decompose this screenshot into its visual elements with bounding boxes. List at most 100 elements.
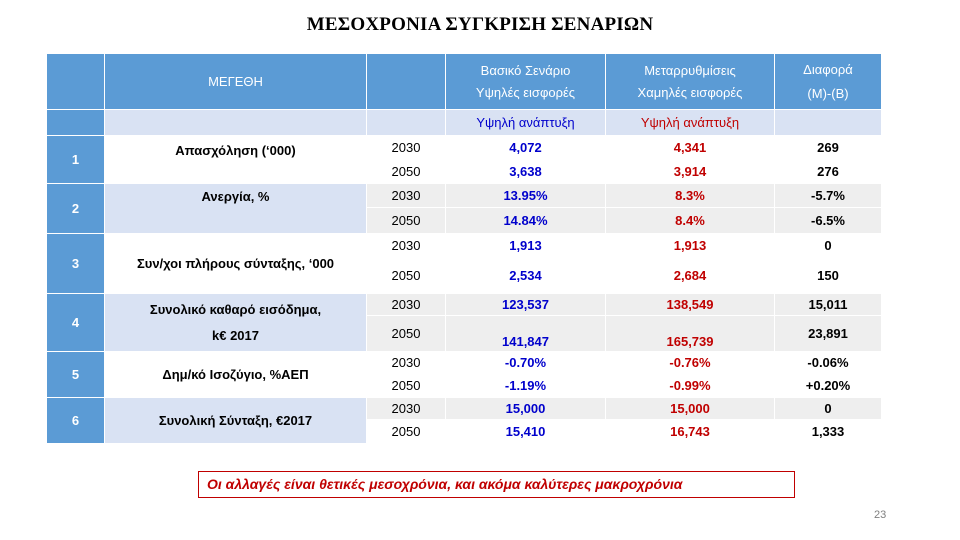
base-value: 123,537: [445, 293, 606, 316]
subheader-reform-growth: Υψηλή ανάπτυξη: [605, 109, 775, 136]
base-value: 2,534: [445, 257, 606, 294]
table-row: 2050 2,534 2,684 150: [47, 257, 882, 294]
difference-value: -6.5%: [774, 207, 882, 234]
header-diff-line1: Διαφορά: [803, 61, 853, 77]
year-cell: 2050: [366, 207, 446, 234]
header-quantities: ΜΕΓΕΘΗ: [104, 53, 367, 110]
row-index: 6: [46, 397, 105, 444]
row-label: Συνολικό καθαρό εισόδημα, k€ 2017: [104, 293, 367, 352]
reform-value: 3,914: [605, 159, 775, 184]
header-difference: Διαφορά (Μ)-(Β): [774, 53, 882, 110]
difference-value: 276: [774, 159, 882, 184]
base-value: 14.84%: [445, 207, 606, 234]
reform-value: 1,913: [605, 233, 775, 258]
subheader-empty: [104, 109, 367, 136]
base-value: 13.95%: [445, 183, 606, 208]
reform-value: 8.3%: [605, 183, 775, 208]
reform-value: 16,743: [605, 419, 775, 444]
difference-value: 23,891: [774, 315, 882, 352]
difference-value: -5.7%: [774, 183, 882, 208]
row-index: 2: [46, 183, 105, 234]
difference-value: 0: [774, 233, 882, 258]
comparison-table: ΜΕΓΕΘΗ Βασικό Σενάριο Υψηλές εισφορές Με…: [46, 53, 882, 444]
difference-value: 0: [774, 397, 882, 420]
header-row: ΜΕΓΕΘΗ Βασικό Σενάριο Υψηλές εισφορές Με…: [46, 53, 882, 110]
header-base-line2: Υψηλές εισφορές: [475, 84, 576, 100]
row-label-line2: k€ 2017: [212, 327, 259, 343]
difference-value: -0.06%: [774, 351, 882, 374]
subheader-base-growth: Υψηλή ανάπτυξη: [445, 109, 606, 136]
year-cell: 2030: [366, 293, 446, 316]
base-value: 3,638: [445, 159, 606, 184]
row-label-text: Συνολική Σύνταξη, €2017: [158, 412, 313, 428]
row-index: 5: [46, 351, 105, 398]
difference-value: 15,011: [774, 293, 882, 316]
base-value: 15,000: [445, 397, 606, 420]
row-label: Δημ/κό Ισοζύγιο, %ΑΕΠ: [104, 351, 367, 398]
base-value: 1,913: [445, 233, 606, 258]
year-cell: 2050: [366, 419, 446, 444]
year-cell: 2030: [366, 397, 446, 420]
row-label-text: Δημ/κό Ισοζύγιο, %ΑΕΠ: [162, 366, 309, 382]
year-cell: 2030: [366, 183, 446, 208]
header-base-line1: Βασικό Σενάριο: [480, 62, 571, 78]
year-cell: 2030: [366, 233, 446, 258]
subheader-row: Υψηλή ανάπτυξη Υψηλή ανάπτυξη: [46, 109, 882, 136]
row-label: Απασχόληση (‘000): [104, 135, 367, 184]
row-index: 1: [46, 135, 105, 184]
base-value: 141,847: [445, 315, 606, 352]
header-reform-line1: Μεταρρυθμίσεις: [644, 62, 736, 78]
conclusion-note: Οι αλλαγές είναι θετικές μεσοχρόνια, και…: [198, 471, 795, 498]
reform-value: 4,341: [605, 135, 775, 160]
row-label: Συν/χοι πλήρους σύνταξης, ‘000: [104, 233, 367, 294]
table-row: 2 Ανεργία, % 2030 13.95% 8.3% -5.7%: [46, 183, 882, 234]
difference-value: 1,333: [774, 419, 882, 444]
page-title: ΜΕΣΟΧΡΟΝΙΑ ΣΥΓΚΡΙΣΗ ΣΕΝΑΡΙΩΝ: [306, 14, 654, 35]
table-row: 4 Συνολικό καθαρό εισόδημα, k€ 2017 2030…: [46, 293, 882, 352]
difference-value: +0.20%: [774, 373, 882, 398]
header-reform-line2: Χαμηλές εισφορές: [637, 84, 743, 100]
reform-value: -0.76%: [605, 351, 775, 374]
year-cell: 2050: [366, 257, 446, 294]
reform-value: 165,739: [605, 315, 775, 352]
table-row: 2050 15,410 16,743 1,333: [47, 419, 882, 444]
table-row: 5 Δημ/κό Ισοζύγιο, %ΑΕΠ 2030 -0.70% -0.7…: [46, 351, 882, 398]
row-label: Συνολική Σύνταξη, €2017: [104, 397, 367, 444]
base-value: 15,410: [445, 419, 606, 444]
year-cell: 2050: [366, 373, 446, 398]
subheader-empty: [366, 109, 446, 136]
base-value: -1.19%: [445, 373, 606, 398]
table-row: 2050 141,847 165,739 23,891: [46, 315, 882, 352]
year-cell: 2050: [366, 315, 446, 352]
page-number: 23: [874, 509, 887, 521]
header-diff-line2: (Μ)-(Β): [807, 85, 849, 101]
reform-value: 15,000: [605, 397, 775, 420]
reform-value: -0.99%: [605, 373, 775, 398]
table-row: 1 Απασχόληση (‘000) 2030 4,072 4,341 269: [46, 135, 882, 184]
reform-value: 8.4%: [605, 207, 775, 234]
row-index: 4: [46, 293, 105, 352]
subheader-empty: [774, 109, 882, 136]
year-cell: 2050: [366, 159, 446, 184]
header-year-cell: [366, 53, 446, 110]
difference-value: 269: [774, 135, 882, 160]
year-cell: 2030: [366, 351, 446, 374]
header-index-cell: [46, 53, 105, 110]
base-value: 4,072: [445, 135, 606, 160]
difference-value: 150: [774, 257, 882, 294]
row-label-text: Συν/χοι πλήρους σύνταξης, ‘000: [136, 255, 335, 271]
header-reform-scenario: Μεταρρυθμίσεις Χαμηλές εισφορές: [605, 53, 775, 110]
reform-value: 138,549: [605, 293, 775, 316]
reform-value: 2,684: [605, 257, 775, 294]
base-value: -0.70%: [445, 351, 606, 374]
row-label-line1: Συνολικό καθαρό εισόδημα,: [149, 301, 322, 317]
row-label-text: Ανεργία, %: [201, 189, 270, 204]
table-row: 2050 -1.19% -0.99% +0.20%: [47, 373, 882, 398]
table-row: 6 Συνολική Σύνταξη, €2017 2030 15,000 15…: [46, 397, 882, 444]
row-label: Ανεργία, %: [104, 183, 367, 234]
row-index: 3: [46, 233, 105, 294]
table-row: 2050 3,638 3,914 276: [47, 159, 882, 184]
table-row: 3 Συν/χοι πλήρους σύνταξης, ‘000 2030 1,…: [46, 233, 882, 294]
row-label-text: Απασχόληση (‘000): [175, 143, 296, 158]
header-base-scenario: Βασικό Σενάριο Υψηλές εισφορές: [445, 53, 606, 110]
